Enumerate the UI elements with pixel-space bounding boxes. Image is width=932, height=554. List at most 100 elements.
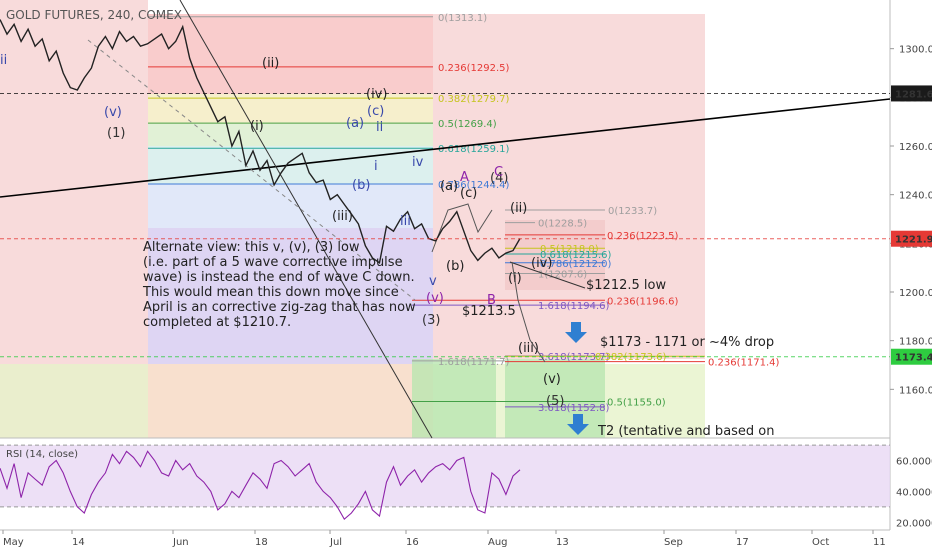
fib-label: 1.618(1194.6) (538, 301, 610, 312)
wave-label: (5) (546, 394, 564, 409)
time-tick-label: 18 (255, 537, 268, 548)
annotation-text: T2 (tentative and based on (597, 424, 775, 439)
price-tag-label: 1221.9 (895, 235, 932, 246)
projection-arrow-icon (567, 414, 589, 435)
annotation-text: $1212.5 low (586, 278, 666, 293)
price-series (0, 19, 521, 264)
time-tick-label: 17 (736, 537, 749, 548)
wave-label: (4) (490, 171, 508, 186)
time-tick-label: May (3, 537, 24, 548)
time-tick-label: 14 (72, 537, 85, 548)
annotation-text: $1173 - 1171 or ~4% drop (600, 335, 774, 350)
fib-label: 1(1207.6) (538, 270, 587, 281)
wave-label: (1) (107, 126, 125, 141)
fib-label: 0(1233.7) (608, 206, 657, 217)
long-trendline (0, 98, 891, 198)
wave-label: (a) (346, 116, 364, 131)
wave-label: (v) (543, 372, 561, 387)
wave-label: C (494, 165, 503, 180)
fib-label: 0.786(1212.0) (540, 259, 612, 270)
wave-label: (b) (352, 178, 370, 193)
fib-label: 0.5(1155.0) (607, 398, 666, 409)
time-tick-label: 11 (873, 537, 886, 548)
time-tick-label: Sep (664, 537, 683, 548)
rsi-tick-label: 20.0000 (896, 518, 932, 529)
wave-label: (ii) (510, 201, 527, 216)
fib-label: 0(1228.5) (538, 219, 587, 230)
rsi-band (0, 445, 890, 507)
fib-zone-blue (148, 184, 433, 228)
projection-arrow-icon (565, 322, 587, 343)
annotations: $1212.5 low $1213.5 $1173 - 1171 or ~4% dr… (142, 240, 775, 439)
fib-label: 1.618(1171.7) (438, 357, 510, 368)
note-line: wave) is instead the end of wave C down. (143, 270, 415, 285)
price-tick-label: 1200.0 (899, 288, 932, 299)
time-tick-label: Oct (812, 537, 829, 548)
wave-label: (v) (426, 291, 444, 306)
left-zone-green (0, 364, 148, 438)
rsi-title: RSI (14, close) (6, 449, 78, 460)
fib-label: 0.5(1269.4) (438, 119, 497, 130)
fib-zone-purple (148, 228, 433, 364)
time-tick-label: 16 (406, 537, 419, 548)
wave-label: (iii) (518, 341, 539, 356)
fib-label: 0.382(1279.7) (438, 94, 510, 105)
time-axis: May 14 Jun 18 Jul 16 Aug 13 Sep 17 Oct 11 (2, 530, 886, 548)
time-tick-label: Jul (329, 537, 342, 548)
wave-label: (iv) (366, 87, 387, 102)
price-tick-label: 1260.0 (899, 142, 932, 153)
fib-label: 3.618(1152.8) (538, 403, 610, 414)
target-zone-green-2 (505, 359, 605, 438)
fib-label: 3.618(1173.7) (538, 352, 610, 363)
price-tick-label: 1160.0 (899, 385, 932, 396)
wave-label: (c) (460, 186, 477, 201)
wave-label: (c) (367, 104, 384, 119)
fib-zone-orange (148, 364, 433, 438)
fib-label: 0.618(1259.1) (438, 144, 510, 155)
fib-label: 0.236(1292.5) (438, 63, 510, 74)
price-tag-box (891, 230, 932, 247)
abc-sketch (431, 203, 493, 253)
wave-label: (iv) (531, 256, 552, 271)
wave-label: (iii) (332, 209, 353, 224)
fib-zone-green (148, 124, 433, 146)
fib-zone-yellow (148, 94, 433, 124)
price-tag-label: 1173.4 (895, 353, 932, 364)
price-tick-label: 1180.0 (899, 337, 932, 348)
price-line (0, 19, 521, 264)
note-line: Alternate view: this v, (v), (3) low (143, 240, 360, 255)
wave-label: (b) (446, 259, 464, 274)
wave-label: B (487, 293, 496, 308)
fib-label: 0.236(1223.5) (607, 231, 679, 242)
fib-label: 0.5(1218.0) (540, 244, 599, 255)
trend-lines (0, 0, 891, 439)
wave-labels: ii(v)(1)(ii)(i)(iv)(c)(a) ii(b)i iv(iii) ii… (0, 53, 564, 409)
wave-label: ii (0, 53, 7, 68)
wave-label: (i) (250, 119, 264, 134)
fib-label: 0.236(1171.4) (708, 358, 780, 369)
wave-label: (a) (440, 179, 458, 194)
wave-label: (3) (422, 313, 440, 328)
fib-zone-red (148, 14, 433, 94)
fib-label: 0.618(1215.6) (540, 250, 612, 261)
rsi-pane: RSI (14, close) 60.0000 40.0000 20.0000 (0, 444, 932, 529)
rsi-line (0, 450, 521, 521)
fib-label: 0(1313.1) (438, 13, 487, 24)
small-fib-zone (505, 220, 605, 290)
right-zone (433, 14, 705, 359)
note-line: (i.e. part of a 5 wave corrective impuls… (143, 255, 403, 270)
rsi-tick-label: 40.0000 (896, 487, 932, 498)
wave-label: (i) (508, 271, 522, 286)
wave-label: A (460, 170, 469, 185)
time-tick-label: Aug (488, 537, 508, 548)
wave-label: ii (376, 120, 383, 135)
price-tick-label: 1300.0 (899, 45, 932, 56)
wave-label: v (429, 274, 437, 289)
time-tick-label: 13 (556, 537, 569, 548)
fib-label: 0.786(1244.4) (438, 180, 510, 191)
target-zone-green (412, 359, 496, 438)
time-tick-label: Jun (172, 537, 189, 548)
rsi-tick-label: 60.0000 (896, 457, 932, 468)
